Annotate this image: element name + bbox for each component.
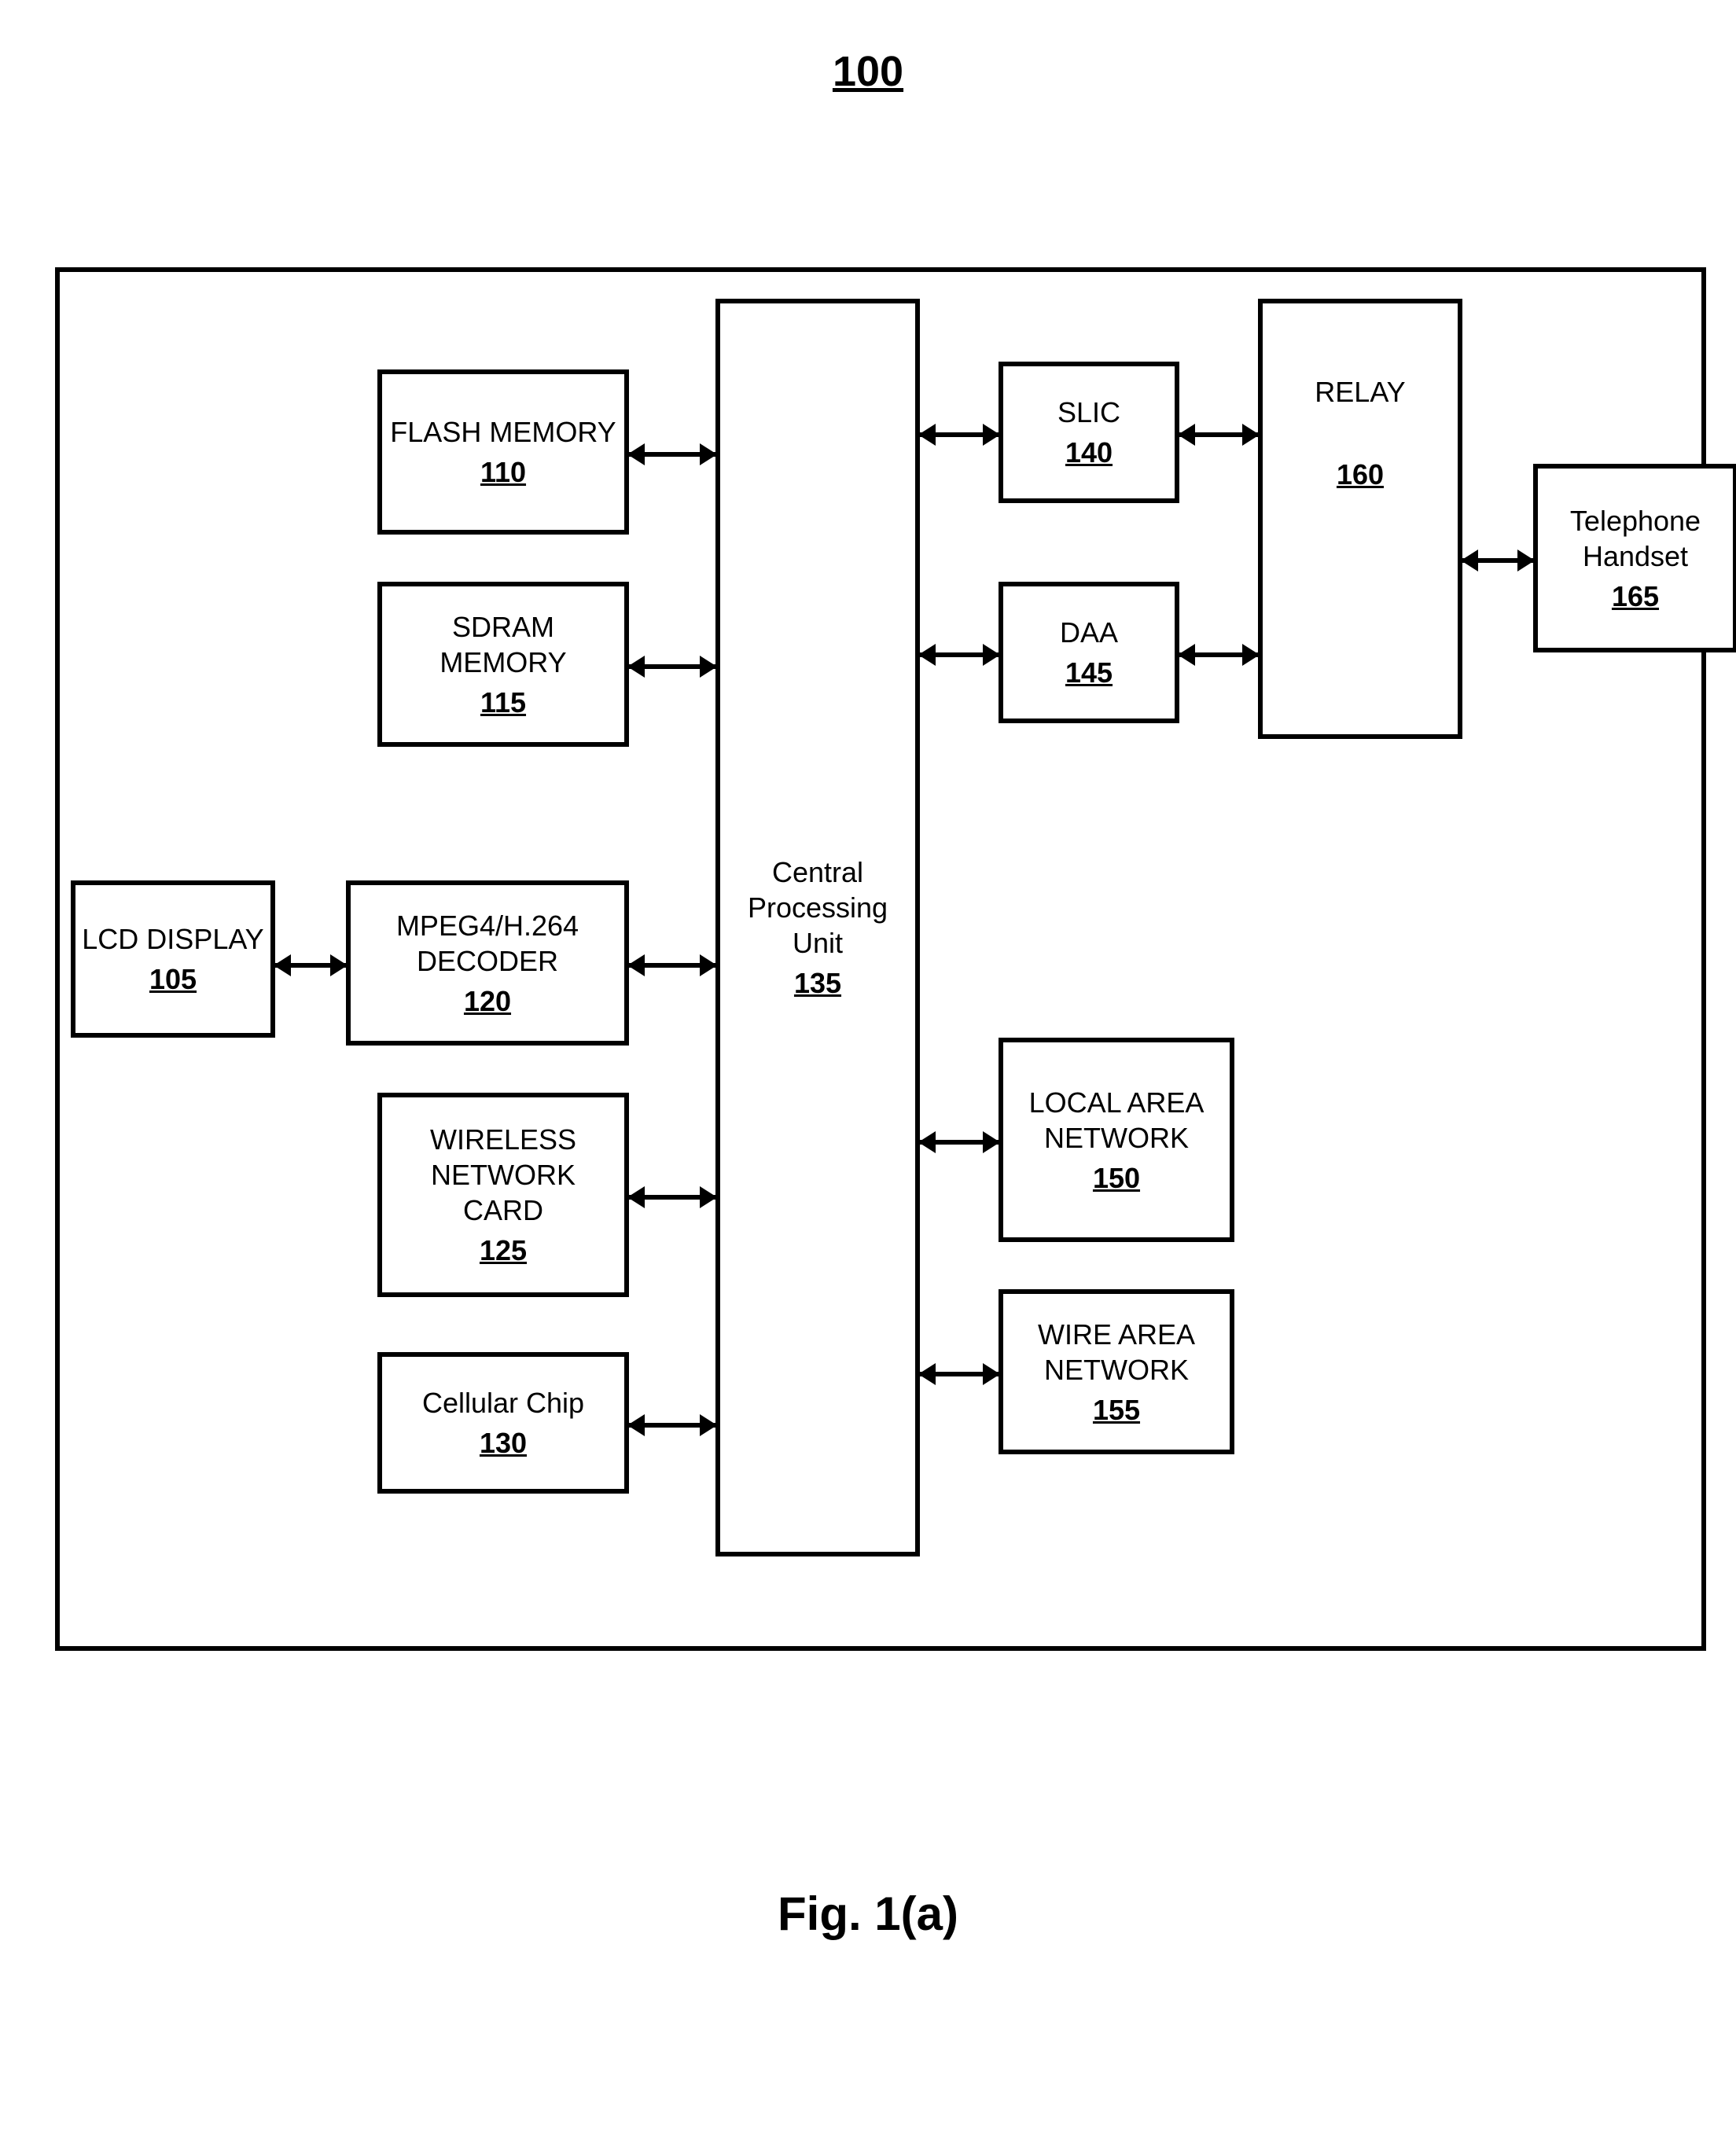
node-ref: 160	[1337, 457, 1384, 492]
node-lcd: LCD DISPLAY 105	[71, 880, 275, 1038]
node-ref: 150	[1093, 1160, 1140, 1196]
node-label: SLIC	[1057, 395, 1120, 430]
diagram-canvas: 100 Central Processing Unit 135 FLASH ME…	[31, 31, 1705, 2108]
node-ref: 125	[480, 1233, 527, 1268]
edge-cpu-wan	[920, 1372, 999, 1376]
edge-lcd-mpeg	[275, 963, 346, 968]
node-lan: LOCAL AREA NETWORK 150	[999, 1038, 1234, 1242]
edge-slic-relay	[1179, 432, 1258, 437]
node-mpeg: MPEG4/H.264 DECODER 120	[346, 880, 629, 1046]
node-ref: 140	[1065, 435, 1113, 470]
node-sdram: SDRAM MEMORY 115	[377, 582, 629, 747]
node-ref: 120	[464, 983, 511, 1019]
node-ref: 130	[480, 1425, 527, 1461]
node-wnic: WIRELESS NETWORK CARD 125	[377, 1093, 629, 1297]
node-label: Central Processing Unit	[726, 854, 909, 961]
diagram-title: 100	[833, 47, 903, 96]
edge-relay-handset	[1462, 558, 1533, 563]
node-label: SDRAM MEMORY	[388, 609, 618, 680]
edge-daa-relay	[1179, 652, 1258, 657]
node-ref: 105	[149, 961, 197, 997]
node-label: MPEG4/H.264 DECODER	[357, 908, 618, 979]
figure-caption: Fig. 1(a)	[778, 1887, 958, 1941]
node-cpu: Central Processing Unit 135	[715, 299, 920, 1556]
node-ref: 155	[1093, 1392, 1140, 1428]
node-label: FLASH MEMORY	[390, 414, 616, 450]
edge-flash-cpu	[629, 452, 715, 457]
node-ref: 145	[1065, 655, 1113, 690]
edge-wnic-cpu	[629, 1195, 715, 1200]
node-label: LOCAL AREA NETWORK	[1010, 1085, 1223, 1156]
node-ref: 165	[1612, 579, 1659, 614]
node-ref: 110	[480, 454, 526, 490]
node-label: Telephone Handset	[1544, 503, 1727, 574]
edge-cell-cpu	[629, 1423, 715, 1428]
node-wan: WIRE AREA NETWORK 155	[999, 1289, 1234, 1454]
node-label: RELAY	[1315, 374, 1405, 410]
node-label: DAA	[1060, 615, 1118, 650]
node-slic: SLIC 140	[999, 362, 1179, 503]
node-ref: 135	[794, 965, 841, 1001]
node-ref: 115	[480, 685, 526, 720]
node-flash: FLASH MEMORY 110	[377, 369, 629, 535]
node-label: LCD DISPLAY	[82, 921, 263, 957]
edge-cpu-slic	[920, 432, 999, 437]
edge-sdram-cpu	[629, 664, 715, 669]
node-relay: RELAY 160	[1258, 299, 1462, 739]
edge-cpu-daa	[920, 652, 999, 657]
edge-cpu-lan	[920, 1140, 999, 1145]
node-daa: DAA 145	[999, 582, 1179, 723]
edge-mpeg-cpu	[629, 963, 715, 968]
node-label: WIRELESS NETWORK CARD	[388, 1122, 618, 1228]
node-cell: Cellular Chip 130	[377, 1352, 629, 1494]
node-label: Cellular Chip	[422, 1385, 584, 1420]
node-handset: Telephone Handset 165	[1533, 464, 1736, 652]
node-label: WIRE AREA NETWORK	[1010, 1317, 1223, 1387]
